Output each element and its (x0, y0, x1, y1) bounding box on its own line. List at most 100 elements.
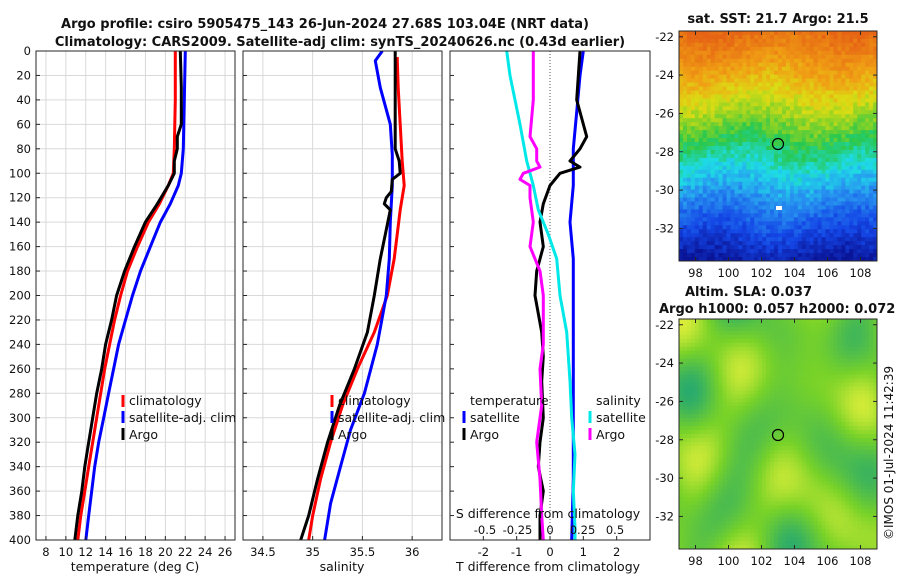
map-cell (690, 205, 696, 211)
map-cell (813, 169, 819, 175)
map-cell (857, 390, 862, 395)
map-cell (809, 110, 815, 115)
map-cell (694, 426, 700, 431)
legend-argo: Argo (338, 427, 367, 442)
map-cell (706, 90, 712, 96)
map-cell (801, 217, 807, 222)
map-cell (801, 193, 807, 199)
map-cell (738, 31, 743, 36)
map-cell (801, 225, 807, 230)
map-cell (730, 233, 736, 238)
map-cell (865, 414, 870, 419)
map-cell (690, 98, 696, 103)
map-cell (853, 114, 858, 119)
map-cell (706, 153, 712, 159)
map-cell (754, 78, 759, 84)
map-cell (857, 213, 862, 218)
map-cell (762, 181, 767, 187)
map-cell (682, 378, 688, 384)
map-cell (714, 346, 720, 352)
map-cell (730, 382, 736, 388)
map-cell (789, 245, 795, 250)
map-cell (841, 362, 846, 368)
map-cell (789, 66, 795, 72)
map-cell (849, 134, 854, 139)
y-tick-label: -26 (655, 106, 674, 120)
map-cell (869, 146, 874, 151)
map-cell (742, 410, 747, 415)
map-cell (682, 237, 688, 242)
map-cell (781, 134, 787, 139)
map-cell (829, 169, 835, 175)
map-cell (857, 173, 862, 179)
map-cell (750, 350, 755, 356)
map-cell (694, 70, 700, 76)
map-cell (770, 58, 775, 64)
map-cell (869, 390, 874, 395)
map-cell (702, 138, 708, 143)
map-cell (698, 422, 704, 427)
map-cell (718, 70, 724, 76)
map-cell (821, 245, 827, 250)
map-cell (686, 402, 692, 407)
map-cell (805, 66, 811, 72)
map-cell (754, 98, 759, 103)
map-cell (746, 326, 751, 332)
map-cell (809, 445, 815, 451)
map-cell (714, 386, 720, 391)
map-cell (841, 217, 846, 222)
map-cell (734, 334, 739, 340)
map-cell (714, 326, 720, 332)
map-cell (770, 205, 775, 211)
map-cell (702, 82, 708, 88)
map-cell (861, 426, 866, 431)
map-cell (746, 66, 751, 72)
map-cell (778, 66, 783, 72)
map-cell (873, 209, 877, 215)
map-cell (778, 134, 783, 139)
map-cell (861, 62, 866, 68)
map-cell (813, 434, 819, 439)
map-cell (758, 205, 763, 211)
map-cell (770, 414, 775, 419)
map-cell (837, 46, 842, 52)
map-cell (793, 31, 799, 36)
map-cell (750, 86, 755, 92)
map-cell (754, 330, 759, 336)
map-cell (710, 461, 716, 467)
map-cell (738, 106, 743, 111)
map-cell (758, 173, 763, 179)
map-cell (710, 177, 716, 183)
map-cell (865, 233, 870, 238)
map-cell (829, 31, 835, 36)
map-cell (825, 153, 831, 159)
map-cell (706, 414, 712, 419)
map-cell (774, 193, 779, 199)
map-cell (706, 31, 712, 36)
map-cell (762, 390, 767, 395)
map-cell (829, 201, 835, 207)
map-cell (821, 350, 827, 356)
map-cell (702, 34, 708, 40)
map-cell (805, 106, 811, 111)
map-cell (813, 229, 819, 234)
map-cell (797, 422, 803, 427)
map-cell (682, 370, 688, 376)
map-cell (825, 374, 831, 380)
map-cell (817, 161, 823, 167)
map-cell (793, 102, 799, 107)
map-cell (774, 358, 779, 364)
map-cell (841, 106, 846, 111)
map-cell (809, 185, 815, 191)
x-tick-label: 36 (405, 545, 420, 559)
map-cell (710, 142, 716, 147)
map-cell (785, 74, 791, 80)
map-cell (762, 185, 767, 191)
map-cell (829, 82, 835, 88)
map-cell (821, 402, 827, 407)
map-cell (797, 201, 803, 207)
map-cell (726, 82, 732, 88)
map-cell (813, 42, 819, 48)
map-cell (845, 38, 850, 44)
map-cell (690, 78, 696, 84)
